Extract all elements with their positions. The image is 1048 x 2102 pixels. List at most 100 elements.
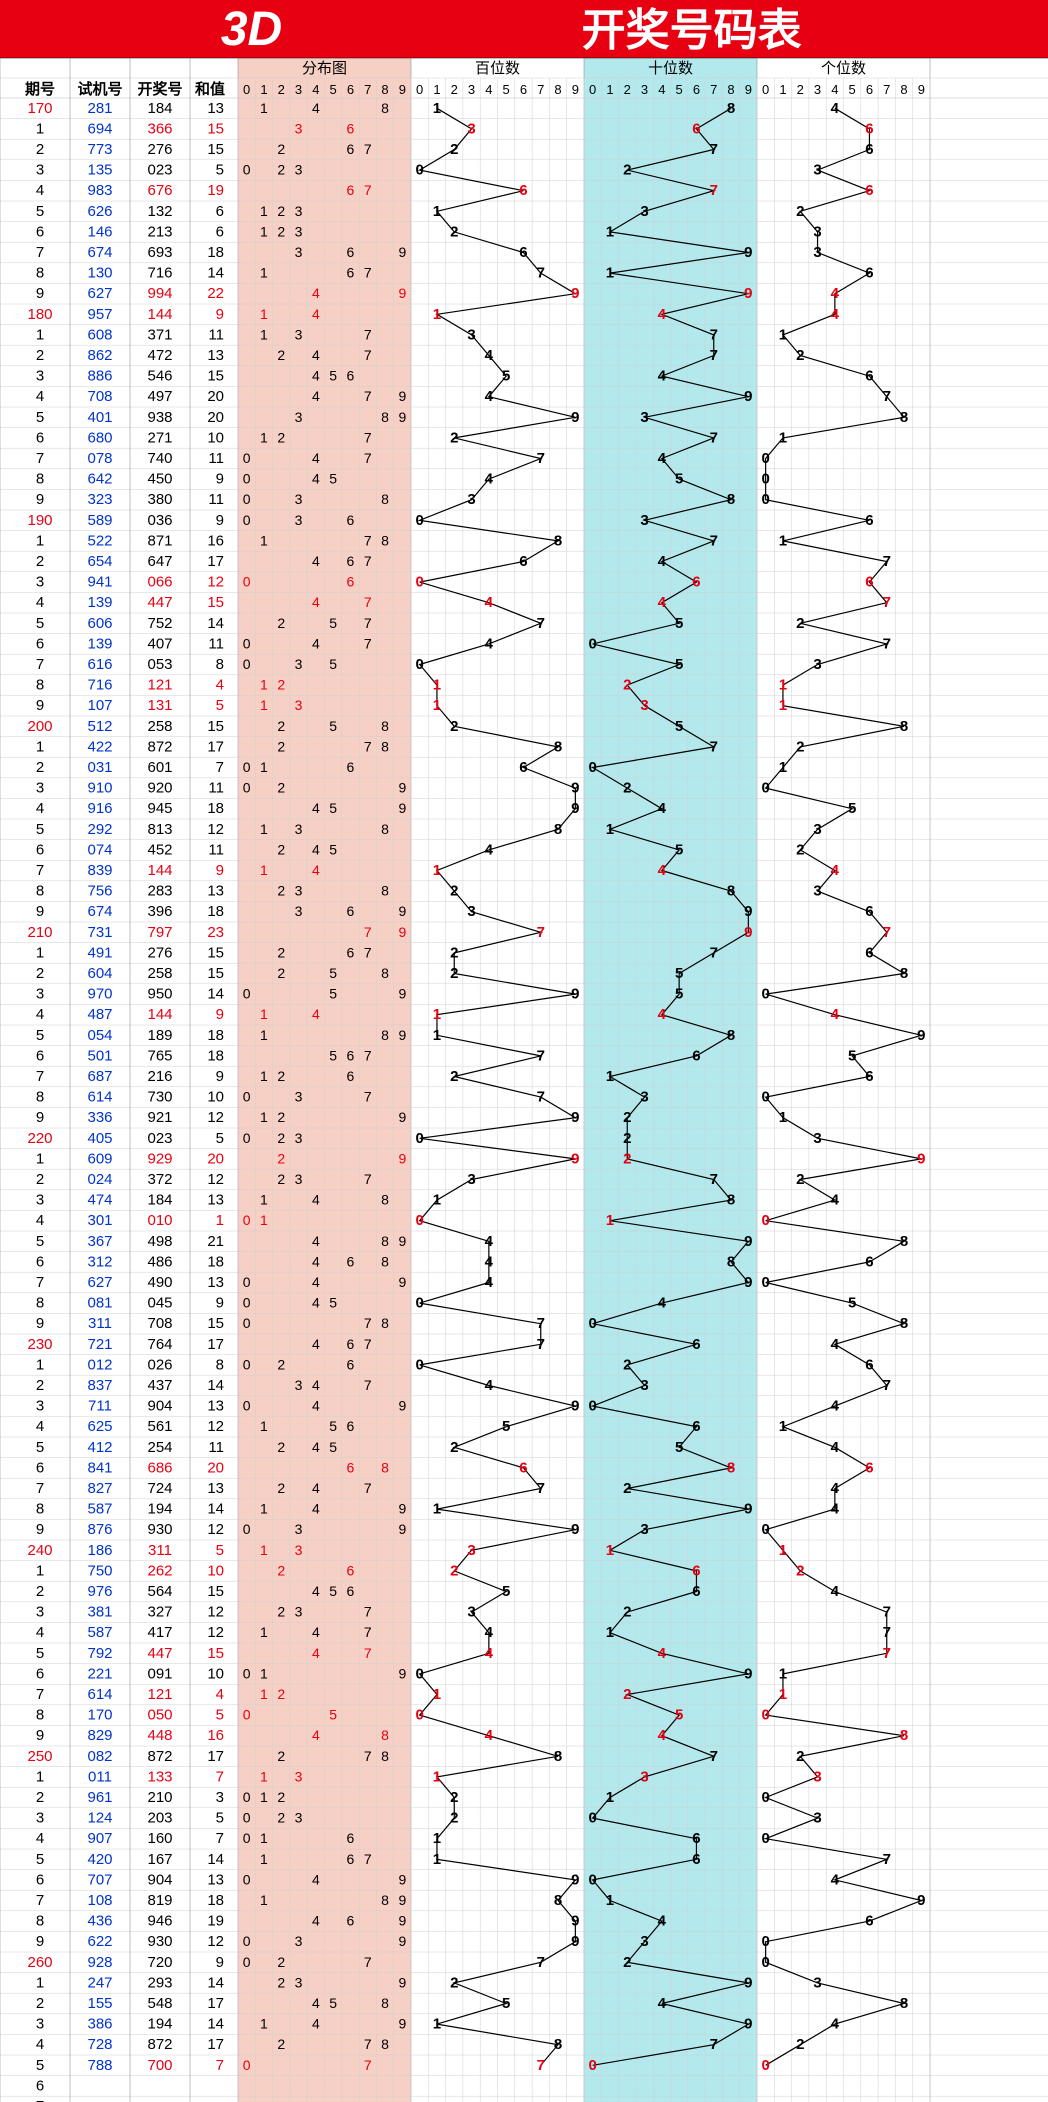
ge-digit: 7	[883, 1377, 891, 1394]
fenbu-digit: 1	[260, 759, 268, 775]
cell-trial: 589	[87, 512, 112, 529]
cell-sum: 17	[207, 2036, 224, 2053]
fenbu-digit: 3	[295, 1542, 303, 1558]
hdr-digit: 2	[797, 82, 804, 97]
hdr-digit: 4	[658, 82, 665, 97]
shi-digit: 8	[727, 883, 735, 900]
cell-sum: 12	[207, 1171, 224, 1188]
cell-trial: 108	[87, 1892, 112, 1909]
ge-digit: 2	[796, 615, 804, 632]
cell-sum: 23	[207, 924, 224, 941]
fenbu-digit: 0	[243, 780, 251, 796]
fenbu-digit: 8	[381, 965, 389, 981]
shi-digit: 2	[623, 1686, 631, 1703]
shi-digit: 4	[658, 450, 667, 467]
fenbu-digit: 4	[312, 1583, 320, 1599]
shi-digit: 6	[692, 1851, 700, 1868]
shi-digit: 5	[675, 471, 683, 488]
cell-sum: 13	[207, 1480, 224, 1497]
cell-period: 7	[36, 862, 44, 879]
cell-trial: 707	[87, 1871, 112, 1888]
hdr-digit: 8	[381, 82, 388, 97]
cell-trial: 756	[87, 883, 112, 900]
fenbu-digit: 7	[364, 1089, 372, 1105]
cell-trial: 221	[87, 1665, 112, 1682]
cell-win: 450	[147, 471, 172, 488]
fenbu-digit: 0	[243, 1707, 251, 1723]
fenbu-digit: 7	[364, 615, 372, 631]
shi-digit: 2	[623, 1356, 631, 1373]
ge-digit: 0	[761, 491, 769, 508]
shi-digit: 4	[658, 862, 667, 879]
cell-trial: 336	[87, 1109, 112, 1126]
shi-digit: 6	[692, 120, 700, 137]
cell-win: 276	[147, 944, 172, 961]
fenbu-digit: 6	[347, 944, 355, 960]
ge-digit: 8	[900, 718, 908, 735]
fenbu-digit: 6	[347, 1336, 355, 1352]
cell-period: 240	[27, 1542, 52, 1559]
fenbu-digit: 6	[347, 1418, 355, 1434]
fenbu-digit: 2	[277, 1356, 285, 1372]
shi-digit: 6	[692, 1047, 700, 1064]
cell-win: 258	[147, 965, 172, 982]
fenbu-digit: 4	[312, 594, 320, 610]
cell-trial: 491	[87, 944, 112, 961]
hdr-digit: 5	[676, 82, 683, 97]
cell-period: 170	[27, 100, 52, 117]
cell-period: 9	[36, 285, 44, 302]
cell-period: 260	[27, 1954, 52, 1971]
ge-digit: 0	[761, 1089, 769, 1106]
fenbu-digit: 2	[277, 677, 285, 693]
shi-digit: 8	[727, 1192, 735, 1209]
cell-sum: 13	[207, 883, 224, 900]
cell-period: 2	[36, 141, 44, 158]
bai-digit: 7	[537, 1089, 545, 1106]
cell-trial: 012	[87, 1356, 112, 1373]
fenbu-digit: 1	[260, 429, 268, 445]
ge-digit: 7	[883, 1624, 891, 1641]
cell-period: 1	[36, 1768, 44, 1785]
fenbu-digit: 2	[277, 883, 285, 899]
cell-sum: 10	[207, 1562, 224, 1579]
cell-trial: 837	[87, 1377, 112, 1394]
fenbu-digit: 9	[398, 924, 406, 940]
fenbu-digit: 8	[381, 1253, 389, 1269]
fenbu-digit: 8	[381, 409, 389, 425]
cell-sum: 16	[207, 532, 224, 549]
cell-trial: 011	[88, 1768, 112, 1785]
cell-sum: 20	[207, 409, 224, 426]
cell-win: 561	[147, 1418, 172, 1435]
shi-digit: 2	[623, 1954, 631, 1971]
bai-digit: 4	[485, 471, 494, 488]
cell-win: 283	[147, 883, 172, 900]
cell-win: 184	[147, 100, 172, 117]
ge-digit: 1	[779, 429, 787, 446]
cell-sum: 5	[216, 1130, 224, 1147]
fenbu-digit: 2	[277, 2036, 285, 2052]
shi-digit: 0	[588, 1315, 596, 1332]
bai-digit: 6	[519, 244, 527, 261]
cell-trial: 674	[87, 903, 112, 920]
ge-digit: 4	[831, 285, 840, 302]
fenbu-digit: 2	[277, 1439, 285, 1455]
cell-win: 184	[147, 1192, 172, 1209]
shi-digit: 3	[640, 1521, 648, 1538]
fenbu-digit: 4	[312, 1398, 320, 1414]
cell-period: 5	[36, 1233, 44, 1250]
fenbu-digit: 1	[260, 265, 268, 281]
hdr-digit: 7	[364, 82, 371, 97]
fenbu-digit: 7	[364, 1624, 372, 1640]
bai-digit: 2	[450, 1974, 458, 1991]
cell-win: 366	[147, 120, 172, 137]
cell-period: 4	[36, 1418, 44, 1435]
fenbu-digit: 0	[243, 1295, 251, 1311]
fenbu-digit: 1	[260, 1418, 268, 1434]
cell-sum: 18	[207, 903, 224, 920]
bai-digit: 8	[554, 1892, 562, 1909]
fenbu-digit: 3	[295, 223, 303, 239]
cell-sum: 12	[207, 1109, 224, 1126]
shi-digit: 9	[744, 244, 752, 261]
fenbu-digit: 0	[243, 162, 251, 178]
cell-period: 5	[36, 1645, 44, 1662]
